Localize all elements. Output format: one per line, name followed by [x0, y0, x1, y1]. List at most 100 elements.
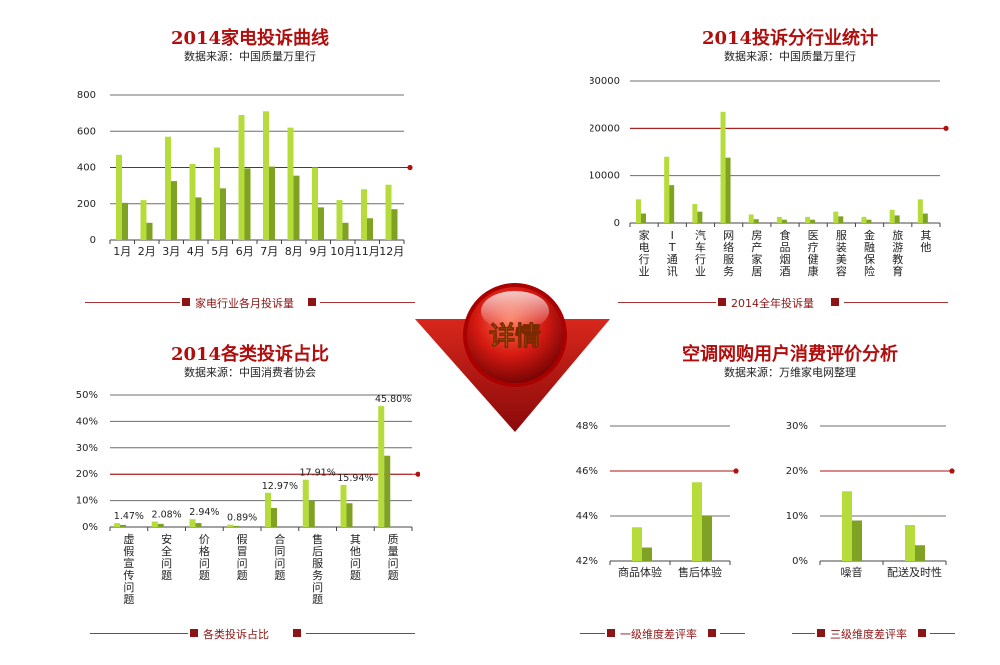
bar	[692, 204, 698, 223]
bar	[905, 525, 915, 561]
y-tick-label: 30%	[76, 443, 98, 454]
y-tick-label: 42%	[576, 556, 598, 567]
x-tick-label: 2月	[138, 245, 156, 258]
y-tick-label: 400	[77, 163, 96, 174]
monthly-source: 数据来源：中国质量万里行	[184, 50, 316, 63]
bar	[122, 202, 128, 240]
reference-marker	[415, 471, 420, 477]
x-tick-label: 其他问题	[350, 533, 361, 582]
ac-chart-first-level: 42% 44% 46% 48% 商品体验 售后体验	[576, 421, 739, 579]
bar	[664, 156, 670, 223]
bar	[753, 219, 759, 223]
bar	[342, 222, 349, 240]
category-legend: 各类投诉占比	[90, 626, 415, 642]
ac-legend-2: 三级维度差评率	[792, 626, 955, 642]
x-tick-label: 5月	[211, 245, 229, 258]
details-gloss	[481, 291, 549, 331]
bar	[189, 519, 196, 527]
y-tick-label: 50%	[76, 390, 98, 401]
bar	[318, 207, 324, 240]
x-tick-label: 质量问题	[388, 533, 399, 582]
industry-legend: 2014全年投诉量	[618, 295, 948, 311]
bar	[116, 154, 122, 240]
ac-legend-1: 一级维度差评率	[580, 626, 745, 642]
x-tick-label: 虚假宣传问题	[123, 533, 134, 606]
x-tick-label: 安全问题	[161, 532, 172, 582]
ac-legend-1-label: 一级维度差评率	[620, 628, 697, 641]
data-label: 1.47%	[114, 511, 144, 522]
y-tick-label: 48%	[576, 421, 598, 432]
y-tick-label: 0	[614, 218, 620, 229]
y-tick-label: 10000	[590, 171, 620, 182]
bar	[120, 524, 126, 527]
monthly-legend-label: 家电行业各月投诉量	[195, 297, 294, 310]
bar	[894, 215, 900, 223]
x-tick-label: 旅游教育	[892, 228, 903, 278]
bar	[669, 185, 675, 223]
bar	[220, 188, 226, 240]
bar	[889, 209, 895, 223]
bar	[157, 523, 164, 527]
x-tick-label: 商品体验	[618, 565, 662, 579]
monthly-title: 2014家电投诉曲线	[170, 28, 330, 49]
bar	[838, 216, 844, 223]
y-tick-label: 30%	[786, 421, 808, 432]
ac-legend-2-label: 三级维度差评率	[830, 628, 907, 641]
bar	[632, 527, 642, 561]
bar	[265, 492, 271, 527]
bar	[287, 127, 294, 240]
x-tick-label: 合同问题	[274, 532, 285, 582]
details-button[interactable]: 详情	[415, 275, 615, 435]
bar	[140, 200, 147, 240]
data-label: 45.80%	[375, 394, 411, 405]
bar	[384, 455, 391, 527]
bar	[312, 167, 318, 240]
y-tick-label: 0%	[792, 556, 808, 567]
industry-legend-label: 2014全年投诉量	[731, 297, 814, 310]
legend-marker	[708, 629, 716, 637]
legend-marker	[308, 298, 316, 306]
industry-chart: 0 10000 20000 30000 家电行业 I T 通讯 汽车行业 网络服务 房产家居 食品烟酒…	[590, 76, 949, 278]
category-chart: 0% 10% 20% 30% 40% 50% 1.47% 2.08% 2.94% 0.89% 12.…	[76, 390, 420, 606]
x-tick-label: 其他	[920, 229, 931, 254]
bar	[114, 523, 120, 527]
bar	[805, 216, 811, 223]
y-tick-label: 20000	[590, 123, 620, 134]
y-tick-label: 46%	[576, 466, 598, 477]
legend-marker	[718, 298, 726, 306]
bar	[227, 524, 234, 527]
y-tick-label: 10%	[786, 511, 808, 522]
x-tick-label: 12月	[379, 245, 404, 258]
bar	[917, 199, 923, 223]
x-tick-label: 家电行业	[639, 228, 650, 278]
x-tick-label: 汽车行业	[695, 228, 706, 278]
data-label: 15.94%	[337, 473, 373, 484]
details-button-label: 详情	[489, 321, 541, 352]
legend-marker	[918, 629, 926, 637]
y-tick-label: 200	[77, 199, 96, 210]
y-tick-label: 44%	[576, 511, 598, 522]
y-tick-label: 600	[77, 126, 96, 137]
bar	[385, 184, 392, 240]
y-tick-label: 40%	[76, 416, 98, 427]
bar	[165, 136, 171, 240]
bar	[776, 216, 782, 223]
bar	[915, 545, 925, 561]
bar	[725, 157, 731, 223]
reference-marker	[943, 125, 949, 131]
bar	[922, 213, 928, 223]
industry-source: 数据来源：中国质量万里行	[724, 50, 856, 63]
bar	[302, 479, 309, 527]
bar	[748, 214, 754, 223]
x-tick-label: 3月	[162, 245, 180, 258]
category-title: 2014各类投诉占比	[170, 344, 330, 365]
bar	[214, 147, 220, 240]
x-tick-label: 房产家居	[751, 229, 762, 278]
y-tick-label: 30000	[590, 76, 620, 87]
legend-marker	[831, 298, 839, 306]
bar	[378, 406, 385, 527]
industry-title: 2014投诉分行业统计	[701, 28, 879, 49]
y-tick-label: 800	[77, 90, 96, 101]
x-tick-label: 网络服务	[723, 229, 734, 278]
data-label: 0.89%	[227, 513, 257, 524]
